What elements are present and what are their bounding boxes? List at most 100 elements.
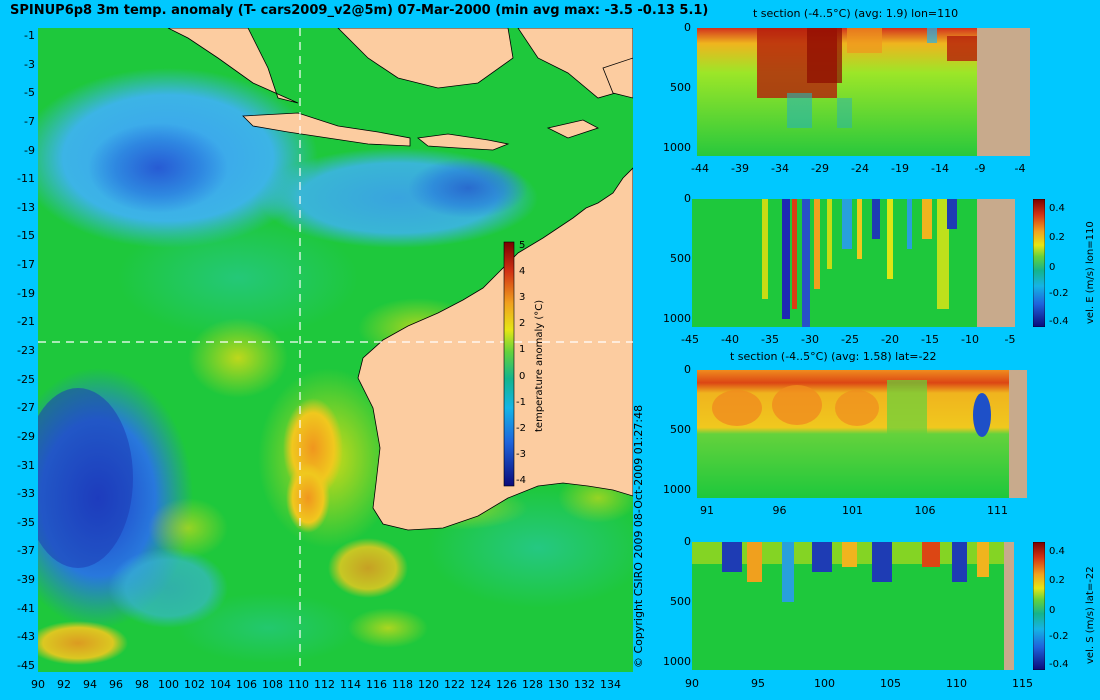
panel3-depth-axis: 0 500 1000	[650, 363, 694, 498]
latitude-axis: -1 -3 -5 -7 -9 -11 -13 -15 -17 -19 -21 -23 -25 -27 -29…	[0, 28, 38, 672]
panel2-plot[interactable]	[692, 199, 1015, 327]
x-tick-label: 112	[314, 678, 335, 691]
x-tick-label: 115	[1012, 677, 1033, 690]
x-tick-label: 90	[31, 678, 45, 691]
x-tick-label: 110	[288, 678, 309, 691]
cbar-tick: 2	[519, 318, 526, 329]
y-tick-label: 0	[684, 21, 691, 34]
x-tick-label: 122	[444, 678, 465, 691]
cbar-tick: -0.4	[1049, 316, 1069, 327]
y-tick-label: -43	[17, 630, 35, 644]
x-tick-label: 90	[685, 677, 699, 690]
cbar-tick: -2	[516, 423, 526, 434]
y-tick-label: -21	[17, 315, 35, 329]
y-tick-label: -9	[24, 143, 35, 157]
cbar-tick: -0.4	[1049, 659, 1069, 670]
y-tick-label: 0	[684, 535, 691, 548]
x-tick-label: -5	[1004, 333, 1016, 346]
y-tick-label: -1	[24, 29, 35, 42]
y-tick-label: 0	[684, 192, 691, 205]
y-tick-label: 500	[670, 252, 691, 265]
cbar-tick: 0.4	[1049, 546, 1065, 557]
x-tick-label: 92	[57, 678, 71, 691]
x-tick-label: 108	[262, 678, 283, 691]
y-tick-label: -19	[17, 286, 35, 300]
x-tick-label: 106	[236, 678, 257, 691]
x-tick-label: -10	[961, 333, 979, 346]
x-tick-label: -34	[771, 162, 789, 175]
page-title: SPINUP6p8 3m temp. anomaly (T- cars2009_…	[10, 3, 709, 18]
x-tick-label: 124	[470, 678, 491, 691]
x-tick-label: 130	[548, 678, 569, 691]
cbar-tick: 3	[519, 292, 526, 303]
y-tick-label: -31	[17, 458, 35, 472]
x-tick-label: 132	[574, 678, 595, 691]
timor-land	[546, 119, 600, 139]
y-tick-label: -3	[24, 57, 35, 71]
y-tick-label: -41	[17, 601, 35, 615]
x-tick-label: 126	[496, 678, 517, 691]
map-colorbar-label: temperature anomaly (°C)	[534, 299, 545, 432]
x-tick-label: -9	[974, 162, 986, 175]
x-tick-label: 104	[210, 678, 231, 691]
cbar-tick: 0.2	[1049, 232, 1065, 243]
x-tick-label: 106	[914, 504, 936, 517]
panel1-depth-axis: 0 500 1000	[650, 21, 694, 156]
panel4-colorbar-ticks: 0.4 0.2 0 -0.2 -0.4	[1049, 542, 1085, 670]
x-tick-label: 100	[158, 678, 179, 691]
x-tick-label: -20	[881, 333, 899, 346]
y-tick-label: -45	[17, 659, 35, 672]
panel1-title: t section (-4..5°C) (avg: 1.9) lon=110	[753, 7, 959, 20]
cbar-tick: 5	[519, 240, 526, 251]
panel4-plot[interactable]	[692, 542, 1014, 670]
java-land	[242, 112, 411, 147]
longitude-axis: 90 92 94 96 98 100 102 104 106 108 110 112 114 116 118…	[31, 678, 638, 694]
x-tick-label: 116	[366, 678, 387, 691]
x-tick-label: -35	[761, 333, 779, 346]
y-tick-label: 0	[684, 363, 691, 376]
panel1-svg	[697, 28, 1030, 156]
y-tick-label: -25	[17, 372, 35, 386]
sumatra-land	[167, 27, 299, 104]
y-tick-label: -23	[17, 344, 35, 357]
cbar-tick: -0.2	[1049, 288, 1069, 299]
panel3-title: t section (-4..5°C) (avg: 1.58) lat=-22	[730, 350, 937, 363]
panel1-plot[interactable]	[697, 28, 1030, 156]
x-tick-label: -24	[851, 162, 869, 175]
x-tick-label: 100	[814, 677, 835, 690]
cbar-tick: 4	[519, 266, 526, 277]
x-tick-label: -40	[721, 333, 739, 346]
x-tick-label: 95	[751, 677, 765, 690]
x-tick-label: 128	[522, 678, 543, 691]
cbar-tick: -0.2	[1049, 631, 1069, 642]
x-tick-label: 134	[600, 678, 621, 691]
y-tick-label: -37	[17, 544, 35, 558]
y-tick-label: -11	[17, 172, 35, 186]
x-tick-label: -29	[811, 162, 829, 175]
cbar-tick: 0	[519, 371, 526, 382]
temperature-map[interactable]	[3, 27, 648, 672]
panel2-x-axis: -45 -40 -35 -30 -25 -20 -15 -10 -5	[680, 333, 1030, 349]
x-tick-label: -14	[931, 162, 949, 175]
panel3-plot[interactable]	[697, 370, 1027, 498]
panel4-depth-axis: 0 500 1000	[650, 535, 694, 670]
x-tick-label: 120	[418, 678, 439, 691]
x-tick-label: 111	[987, 504, 1008, 517]
australia-land	[357, 167, 634, 531]
cbar-tick: 0.4	[1049, 203, 1065, 214]
borneo-land	[337, 27, 514, 89]
panel4-x-axis: 90 95 100 105 110 115	[682, 677, 1033, 693]
cbar-tick: 0	[1049, 262, 1056, 273]
map-colorbar	[503, 241, 515, 487]
x-tick-label: 105	[880, 677, 901, 690]
x-tick-label: 96	[772, 504, 787, 517]
x-tick-label: -4	[1014, 162, 1026, 175]
y-tick-label: 500	[670, 595, 691, 608]
y-tick-label: -17	[17, 258, 35, 272]
map-svg	[3, 27, 648, 672]
x-tick-label: 91	[700, 504, 714, 517]
x-tick-label: 94	[83, 678, 97, 691]
x-tick-label: 114	[340, 678, 361, 691]
cbar-tick: 0.2	[1049, 575, 1065, 586]
x-tick-label: -45	[681, 333, 699, 346]
